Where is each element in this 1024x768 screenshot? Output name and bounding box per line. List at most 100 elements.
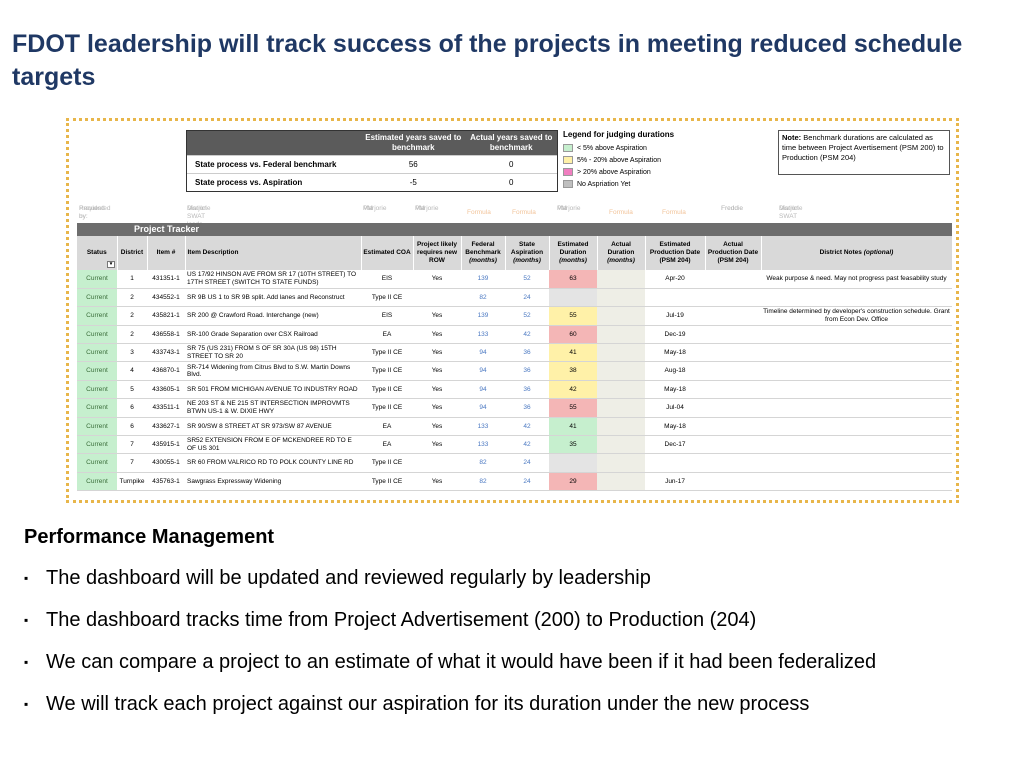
table-row: Current 2 435821-1 SR 200 @ Crawford Road. … — [77, 306, 952, 326]
item-number-cell: 434552-1 — [147, 288, 185, 308]
federal-benchmark-cell: 133 — [461, 325, 505, 345]
legend-item: 5% - 20% above Aspiration — [563, 154, 708, 166]
assignment-row: Requested by: Provided by: Marjorie Distri… — [77, 205, 952, 228]
row-required-cell — [413, 288, 461, 308]
coa-cell: Type II CE — [361, 453, 413, 473]
estimated-duration-cell: 60 — [549, 325, 597, 345]
description-cell: NE 203 ST & NE 215 ST INTERSECTION IMPRO… — [185, 398, 361, 418]
actual-date-cell — [705, 417, 761, 437]
actual-date-cell — [705, 325, 761, 345]
aspiration-cell: 36 — [505, 361, 549, 381]
estimated-date-cell — [645, 288, 705, 308]
legend-swatch — [563, 168, 573, 176]
bullet-list: ▪ The dashboard will be updated and revie… — [24, 562, 1019, 730]
district-notes-cell — [761, 325, 952, 345]
col-row-l1: Project likely — [416, 241, 458, 248]
project-tracker-table: Status ▾ District Item # Item Description… — [77, 236, 953, 492]
coa-cell: EA — [361, 435, 413, 455]
legend-label: > 20% above Aspiration — [577, 168, 651, 176]
estimated-date-cell: Jul-19 — [645, 306, 705, 326]
col-status-label: Status — [86, 249, 107, 256]
description-cell: SR-100 Grade Separation over CSX Railroa… — [185, 325, 361, 345]
estimated-date-cell: May-18 — [645, 417, 705, 437]
summary-row-actual: 0 — [509, 178, 514, 187]
table-row: Current 6 433627-1 SR 90/SW 8 STREET AT SR … — [77, 417, 952, 437]
aspiration-cell: 36 — [505, 380, 549, 400]
col-row-l3: ROW — [429, 257, 445, 264]
col-est-duration: Estimated Duration (months) — [549, 236, 598, 270]
district-notes-cell — [761, 398, 952, 418]
bullet-icon: ▪ — [24, 655, 29, 669]
bullet-text: We can compare a project to an estimate … — [46, 651, 877, 673]
duration-legend: Legend for judging durations < 5% above … — [563, 130, 708, 190]
col-notes-optional: (optional) — [863, 249, 894, 256]
formula-tag: Formula — [662, 209, 686, 216]
item-number-cell: 431351-1 — [147, 270, 185, 289]
summary-table: Estimated years saved to benchmark Actua… — [186, 130, 558, 192]
table-row: Current 7 435915-1 SR52 EXTENSION FROM E OF… — [77, 435, 952, 455]
estimated-date-cell: Jul-04 — [645, 398, 705, 418]
estimated-duration-cell — [549, 453, 597, 473]
district-cell: 7 — [117, 435, 147, 455]
benchmark-note: Note: Benchmark durations are calculated… — [778, 130, 950, 175]
actual-date-cell — [705, 288, 761, 308]
legend-swatch — [563, 180, 573, 188]
status-cell: Current — [77, 361, 117, 381]
filter-icon[interactable]: ▾ — [107, 261, 115, 268]
federal-benchmark-cell: 94 — [461, 380, 505, 400]
estimated-date-cell: Jun-17 — [645, 472, 705, 492]
district-cell: 3 — [117, 343, 147, 363]
description-cell: SR 60 FROM VALRICO RD TO POLK COUNTY LIN… — [185, 453, 361, 473]
estimated-duration-cell: 35 — [549, 435, 597, 455]
col-status: Status ▾ — [77, 236, 118, 270]
actual-date-cell — [705, 435, 761, 455]
col-item: Item # — [147, 236, 186, 270]
col-federal: Federal Benchmark (months) — [461, 236, 506, 270]
coa-cell: Type II CE — [361, 343, 413, 363]
col-description: Item Description — [185, 236, 362, 270]
district-notes-cell: Timeline determined by developer's const… — [761, 306, 952, 326]
table-row: Current 3 433743-1 SR 75 (US 231) FROM S OF… — [77, 343, 952, 363]
spreadsheet-image: Estimated years saved to benchmark Actua… — [66, 118, 959, 503]
federal-benchmark-cell: 82 — [461, 288, 505, 308]
status-cell: Current — [77, 453, 117, 473]
project-tracker-title: Project Tracker — [77, 223, 952, 236]
federal-benchmark-cell: 133 — [461, 435, 505, 455]
slide-title: FDOT leadership will track success of th… — [12, 30, 963, 91]
item-number-cell: 433627-1 — [147, 417, 185, 437]
actual-date-cell — [705, 398, 761, 418]
row-required-cell: Yes — [413, 343, 461, 363]
federal-benchmark-cell: 94 — [461, 343, 505, 363]
col-est-date: Estimated Production Date (PSM 204) — [645, 236, 706, 270]
col-aspiration-l1: State — [519, 241, 535, 248]
item-number-cell: 430055-1 — [147, 453, 185, 473]
table-row: Current 1 431351-1 US 17/92 HINSON AVE FROM… — [77, 270, 952, 289]
col-epd-unit: (PSM 204) — [659, 257, 691, 264]
legend-label: 5% - 20% above Aspiration — [577, 156, 662, 164]
summary-row-label: State process vs. Aspiration — [195, 178, 303, 187]
row-required-cell: Yes — [413, 398, 461, 418]
table-row: Current 7 430055-1 SR 60 FROM VALRICO RD TO… — [77, 453, 952, 473]
coa-cell: Type II CE — [361, 380, 413, 400]
estimated-date-cell: Aug-18 — [645, 361, 705, 381]
row-required-cell: Yes — [413, 361, 461, 381]
actual-date-cell — [705, 306, 761, 326]
status-cell: Current — [77, 417, 117, 437]
col-row: Project likely requires new ROW — [413, 236, 462, 270]
aspiration-cell: 52 — [505, 306, 549, 326]
estimated-duration-cell: 55 — [549, 398, 597, 418]
row-required-cell: Yes — [413, 306, 461, 326]
owner-name: Marjorie — [187, 205, 211, 212]
district-notes-cell: Weak purpose & need. May not progress pa… — [761, 270, 952, 289]
col-notes-label: District Notes — [819, 249, 862, 256]
district-cell: 2 — [117, 306, 147, 326]
col-notes: District Notes (optional) — [761, 236, 953, 270]
district-notes-cell — [761, 472, 952, 492]
legend-label: < 5% above Aspiration — [577, 144, 647, 152]
federal-benchmark-cell: 82 — [461, 472, 505, 492]
col-act-l2: Duration — [607, 249, 635, 256]
district-cell: 2 — [117, 288, 147, 308]
aspiration-cell: 24 — [505, 453, 549, 473]
owner-name: Marjorie — [557, 205, 581, 212]
col-epd-l1: Estimated — [659, 241, 691, 248]
